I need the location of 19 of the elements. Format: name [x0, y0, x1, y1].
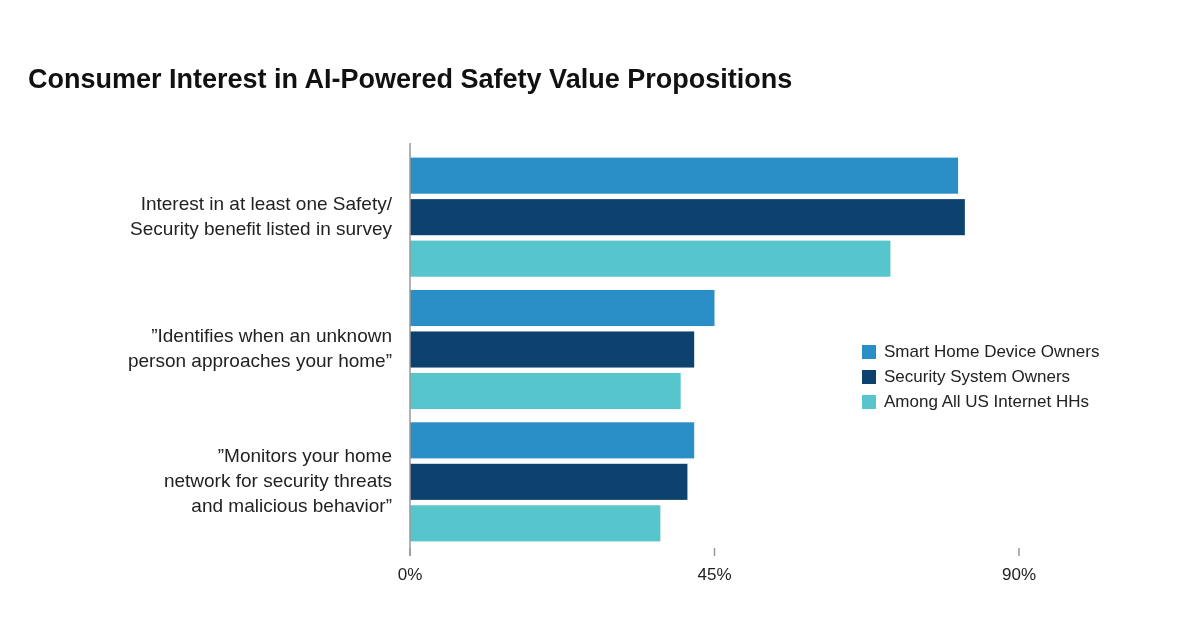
- bar: [410, 289, 715, 327]
- x-tick-label: 0%: [397, 565, 423, 584]
- y-tick-label: ”Identifies when an unknown person approaches your home”: [127, 325, 392, 372]
- y-tick-label: ”Monitors your home network for security threats and malicious behavior”: [163, 444, 392, 516]
- bar: [410, 422, 695, 459]
- bar: [410, 157, 959, 194]
- legend-label: Smart Home Device Owners: [884, 342, 1100, 361]
- bar: [410, 505, 661, 542]
- legend-label: Security System Owners: [884, 367, 1071, 386]
- legend-label: Among All US Internet HHs: [884, 392, 1090, 411]
- bar: [410, 331, 695, 368]
- chart-title: Consumer Interest in AI-Powered Safety Value Propositions: [28, 64, 793, 94]
- bar: [410, 199, 965, 236]
- x-tick-label: 90%: [1001, 565, 1037, 584]
- y-tick-label: Interest in at least one Safety/ Security benefit listed in survey: [130, 192, 393, 239]
- bar: [410, 463, 688, 500]
- x-tick-label: 45%: [697, 565, 732, 584]
- bar: [410, 372, 681, 410]
- bar: [410, 240, 891, 277]
